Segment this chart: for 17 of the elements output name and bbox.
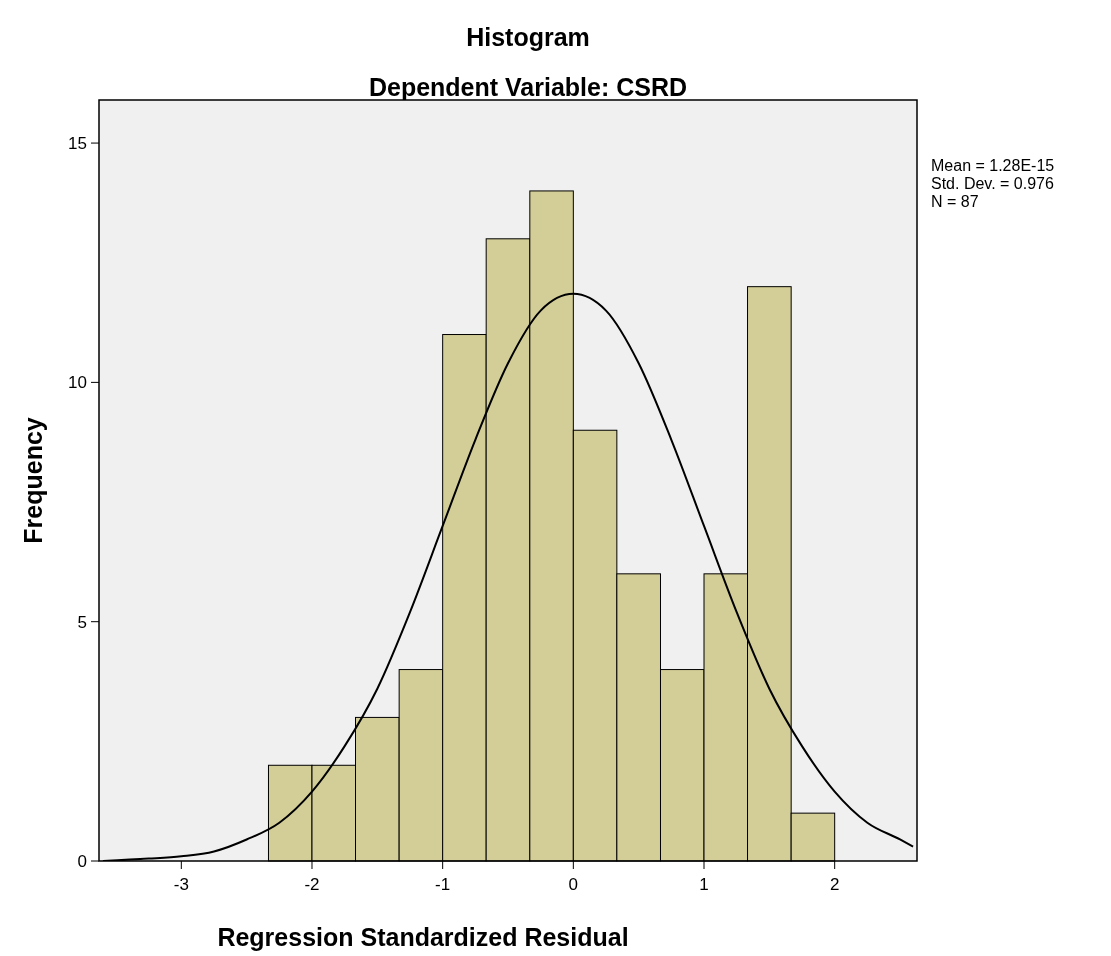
x-tick-label: -3 xyxy=(173,875,189,894)
text: Mean = 1.28E-15 xyxy=(931,157,1055,174)
chart-title: Histogram xyxy=(466,23,590,51)
x-tick-label: 2 xyxy=(829,875,840,894)
x-tick-label: -2 xyxy=(304,875,320,894)
y-tick-label: 15 xyxy=(68,134,87,154)
text: N = 87 xyxy=(931,193,979,210)
chart-subtitle: Dependent Variable: CSRD xyxy=(368,73,688,101)
y-tick-label: 5 xyxy=(77,612,87,632)
x-tick-label: 1 xyxy=(699,875,709,894)
y-tick-label: 0 xyxy=(77,852,87,871)
y-tick-label: 10 xyxy=(68,373,87,393)
y-axis-title: Frequency xyxy=(19,417,47,544)
text: Std. Dev. = 0.976 xyxy=(931,175,1054,192)
x-tick-label: 0 xyxy=(568,875,579,894)
x-axis-title: Regression Standardized Residual xyxy=(217,923,629,951)
x-tick-label: -1 xyxy=(435,875,451,894)
